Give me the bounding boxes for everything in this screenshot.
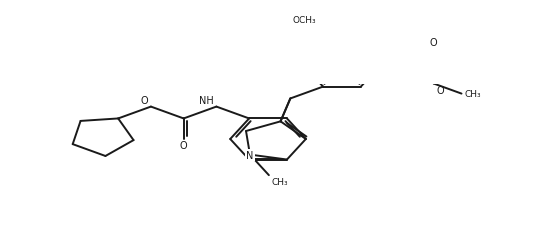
Text: O: O	[141, 96, 148, 106]
Text: OCH₃: OCH₃	[293, 16, 316, 25]
Text: O: O	[437, 86, 444, 95]
Text: O: O	[430, 38, 438, 48]
Text: CH₃: CH₃	[464, 90, 481, 99]
Text: N: N	[246, 150, 254, 160]
Text: CH₃: CH₃	[272, 177, 288, 186]
Text: O: O	[180, 140, 188, 150]
Text: NH: NH	[199, 96, 214, 106]
